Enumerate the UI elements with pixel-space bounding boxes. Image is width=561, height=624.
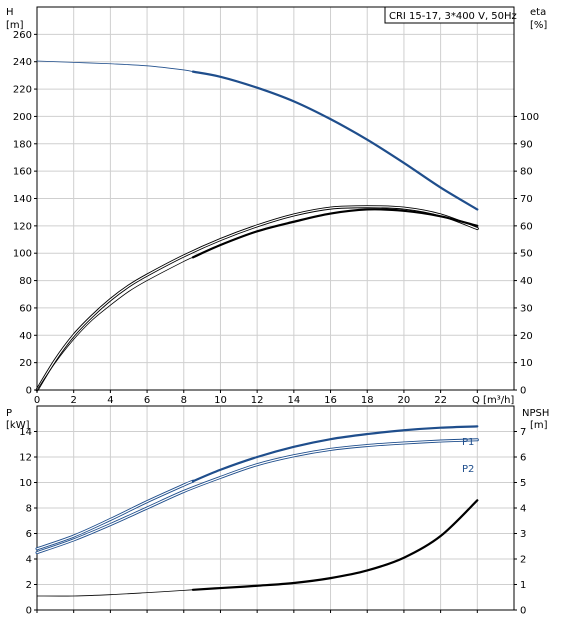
bottom-series-p1-thick xyxy=(191,425,479,483)
top-right-tick-label: 30 xyxy=(520,303,533,314)
bottom-right-tick-label: 3 xyxy=(520,529,526,540)
bottom-left-tick-label: 12 xyxy=(19,453,32,464)
top-x-tick-label: 18 xyxy=(361,395,374,406)
top-left-tick-label: 140 xyxy=(13,194,32,205)
top-right-tick-label: 90 xyxy=(520,139,533,150)
npsh-axis-unit: [m] xyxy=(530,420,548,431)
top-x-tick-label: 12 xyxy=(251,395,264,406)
tick-labels: 0204060801001201401601802002202402600102… xyxy=(13,30,539,617)
top-series-0-thin xyxy=(36,60,194,73)
top-left-tick-label: 160 xyxy=(13,167,32,178)
top-x-tick-label: 20 xyxy=(398,395,411,406)
top-x-tick-label: 8 xyxy=(181,395,187,406)
top-left-tick-label: 260 xyxy=(13,30,32,41)
bottom-right-tick-label: 1 xyxy=(520,580,526,591)
top-left-tick-label: 120 xyxy=(13,221,32,232)
top-left-tick-label: 100 xyxy=(13,249,32,260)
top-chart-grid xyxy=(37,7,514,390)
h-axis-unit: [m] xyxy=(6,20,24,31)
bottom-left-tick-label: 6 xyxy=(26,529,32,540)
top-left-tick-label: 80 xyxy=(19,276,32,287)
top-right-tick-label: 20 xyxy=(520,331,533,342)
bottom-right-tick-label: 2 xyxy=(520,555,526,566)
top-left-tick-label: 240 xyxy=(13,57,32,68)
npsh-axis-title: NPSH xyxy=(522,408,549,419)
bottom-series-2-thick xyxy=(191,499,479,591)
bottom-chart-grid xyxy=(37,406,514,610)
bottom-chart-curves xyxy=(35,425,479,597)
bottom-left-tick-label: 10 xyxy=(19,478,32,489)
p-axis-unit: [kW] xyxy=(6,420,30,431)
eta-axis-title: eta xyxy=(530,7,546,18)
top-left-tick-label: 180 xyxy=(13,139,32,150)
bottom-right-tick-label: 0 xyxy=(520,606,526,617)
bottom-left-tick-label: 0 xyxy=(26,606,32,617)
top-left-tick-label: 200 xyxy=(13,112,32,123)
top-left-tick-label: 20 xyxy=(19,358,32,369)
chart-title: CRI 15-17, 3*400 V, 50Hz xyxy=(389,11,517,22)
p-axis-title: P xyxy=(6,408,12,419)
top-x-tick-label: 22 xyxy=(434,395,447,406)
h-axis-title: H xyxy=(6,7,14,18)
top-series-0-thick xyxy=(191,70,479,211)
q-axis-title: Q [m³/h] xyxy=(472,395,514,406)
bottom-series-p1-inner xyxy=(36,480,194,550)
top-x-tick-label: 4 xyxy=(107,395,113,406)
top-left-tick-label: 0 xyxy=(26,386,32,397)
top-x-tick-label: 2 xyxy=(71,395,77,406)
top-left-tick-label: 40 xyxy=(19,331,32,342)
top-right-tick-label: 80 xyxy=(520,167,533,178)
top-right-tick-label: 70 xyxy=(520,194,533,205)
bottom-right-tick-label: 6 xyxy=(520,453,526,464)
top-x-tick-label: 10 xyxy=(214,395,227,406)
top-x-tick-label: 6 xyxy=(144,395,150,406)
bottom-left-tick-label: 8 xyxy=(26,504,32,515)
bottom-left-tick-label: 2 xyxy=(26,580,32,591)
bottom-right-tick-label: 5 xyxy=(520,478,526,489)
top-right-tick-label: 10 xyxy=(520,358,533,369)
top-left-tick-label: 60 xyxy=(19,303,32,314)
top-x-tick-label: 0 xyxy=(34,395,40,406)
top-right-tick-label: 50 xyxy=(520,249,533,260)
series-label-p2: P2 xyxy=(462,464,474,475)
bottom-right-tick-label: 7 xyxy=(520,427,526,438)
top-series-2-thick xyxy=(191,208,479,259)
top-right-tick-label: 0 xyxy=(520,386,526,397)
top-series-1-inner xyxy=(36,206,478,391)
bottom-left-tick-label: 14 xyxy=(19,427,32,438)
chart-title-box xyxy=(384,6,515,24)
top-x-tick-label: 14 xyxy=(287,395,300,406)
top-chart-curves xyxy=(35,60,479,392)
bottom-left-tick-label: 4 xyxy=(26,555,32,566)
top-series-2-thin xyxy=(36,256,194,391)
series-label-p1: P1 xyxy=(462,437,474,448)
top-left-tick-label: 220 xyxy=(13,85,32,96)
bottom-right-tick-label: 4 xyxy=(520,504,526,515)
top-right-tick-label: 40 xyxy=(520,276,533,287)
bottom-series-2-thin xyxy=(36,589,194,597)
bottom-series-p2-inner xyxy=(36,439,478,554)
eta-axis-unit: [%] xyxy=(530,20,547,31)
top-right-tick-label: 60 xyxy=(520,221,533,232)
top-right-tick-label: 100 xyxy=(520,112,539,123)
top-x-tick-label: 16 xyxy=(324,395,337,406)
